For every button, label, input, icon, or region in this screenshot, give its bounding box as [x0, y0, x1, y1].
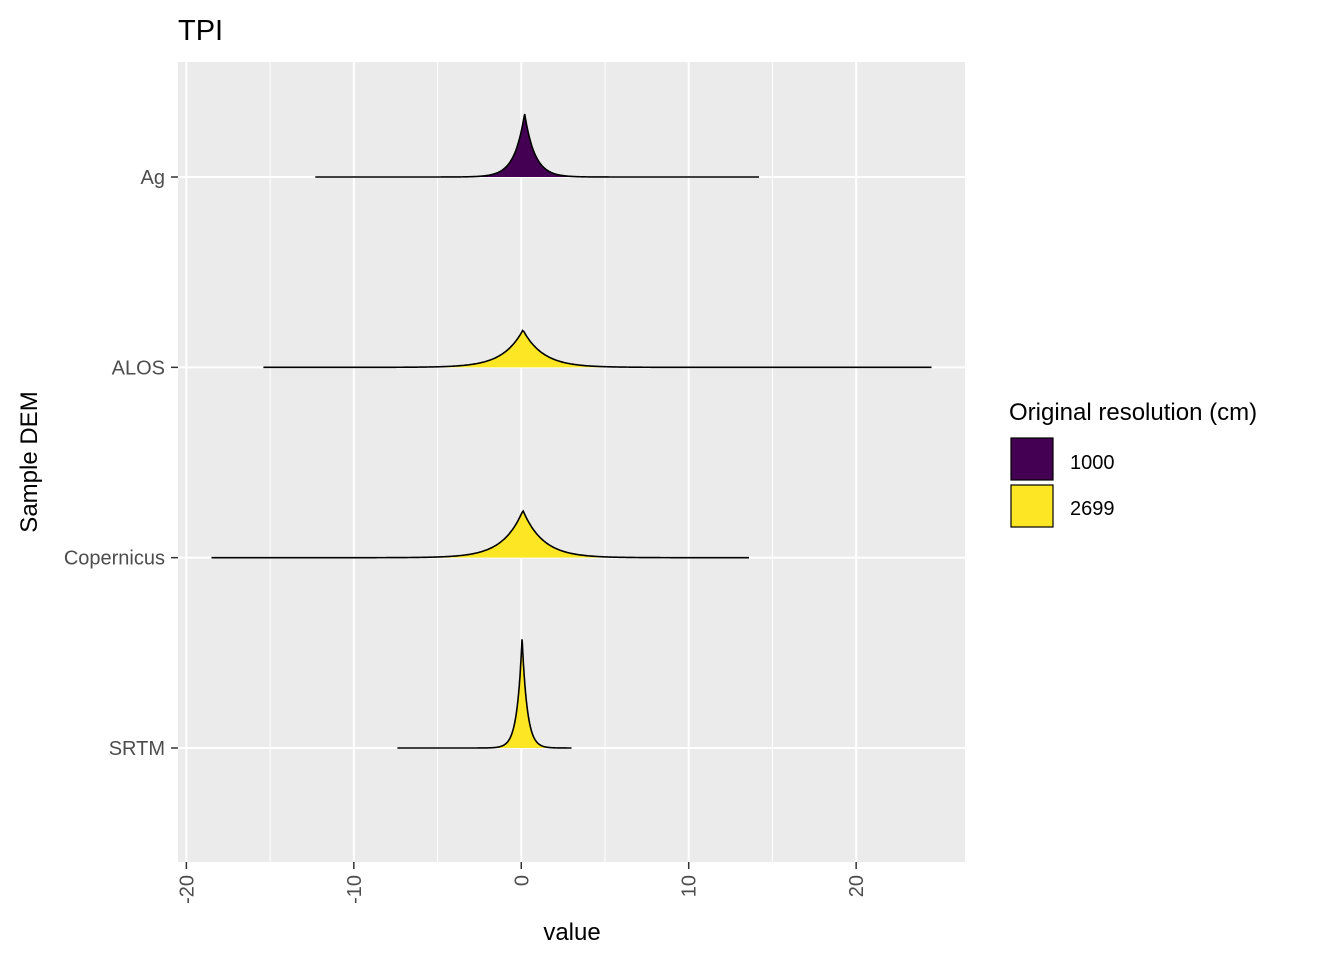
- x-tick-label: 0: [511, 875, 533, 886]
- legend: Original resolution (cm) 1000 2699: [1009, 399, 1257, 528]
- legend-label-2699: 2699: [1070, 498, 1115, 520]
- y-axis-title: Sample DEM: [16, 391, 43, 532]
- x-tick-label: 20: [846, 875, 868, 897]
- legend-key-2699: [1010, 484, 1054, 528]
- ridge-fill-srtm: [397, 639, 572, 748]
- chart-title: TPI: [178, 15, 223, 47]
- plot-panel: [178, 62, 965, 862]
- ridge-line-srtm: [397, 639, 572, 749]
- y-tick-label: Ag: [141, 167, 165, 189]
- x-tick-label: 10: [679, 875, 701, 897]
- ridge-line-copernicus: [211, 509, 749, 559]
- x-tick-label: -20: [176, 875, 198, 904]
- x-axis: -20 -10 0 10 20: [176, 862, 868, 904]
- y-tick-label: SRTM: [109, 738, 165, 760]
- ridge-fill-ag: [315, 114, 759, 177]
- legend-key-1000: [1010, 437, 1054, 481]
- y-axis: Ag ALOS Copernicus SRTM: [64, 167, 178, 760]
- ridge-line-alos: [263, 329, 932, 369]
- y-tick-label: ALOS: [112, 357, 165, 379]
- x-axis-title: value: [543, 919, 600, 946]
- panel-background: [178, 62, 965, 862]
- legend-label-1000: 1000: [1070, 452, 1115, 474]
- legend-title: Original resolution (cm): [1009, 399, 1257, 426]
- x-tick-label: -10: [344, 875, 366, 904]
- ridge-line-ag: [315, 113, 759, 178]
- y-tick-label: Copernicus: [64, 548, 165, 570]
